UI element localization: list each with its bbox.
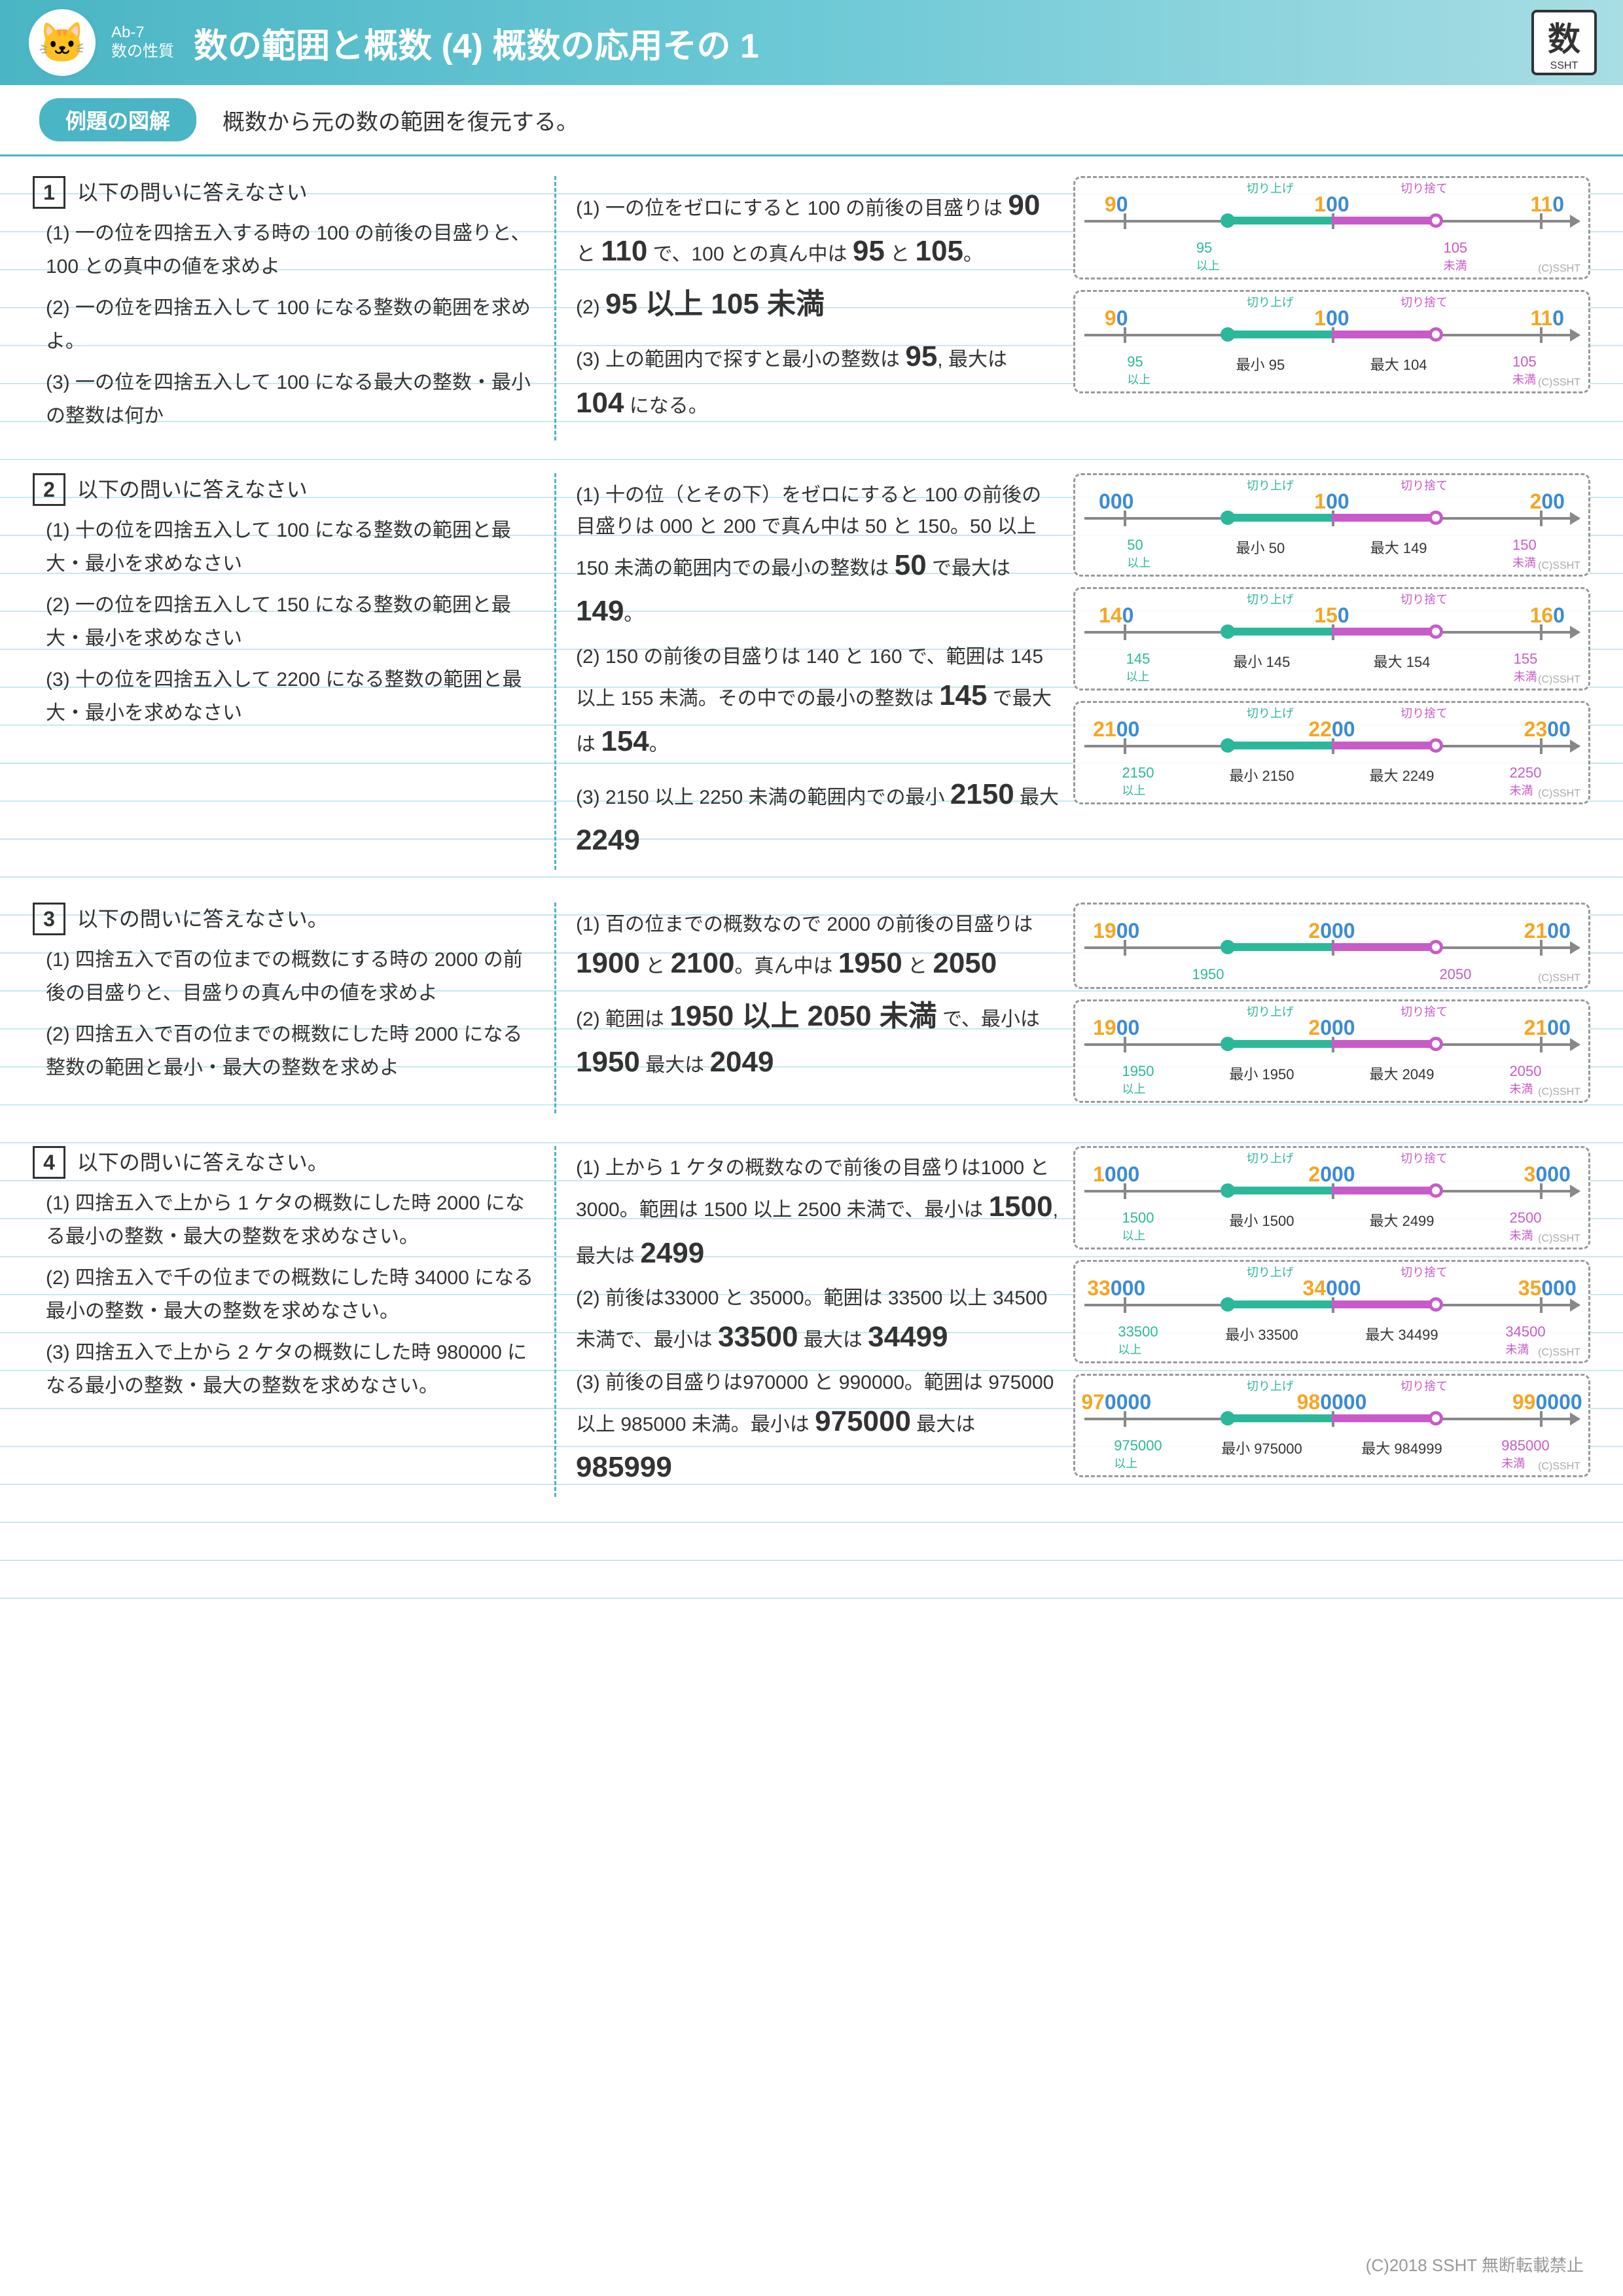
number-line-diagram: 切り上げ 切り捨て 90 100 110 95以上 最小 95最大 104 10… — [1073, 290, 1590, 393]
answer-item: (2) 150 の前後の目盛りは 140 と 160 で、範囲は 145 以上 … — [576, 641, 1060, 765]
answers-column: (1) 一の位をゼロにすると 100 の前後の目盛りは 90 と 110 で、1… — [556, 176, 1590, 440]
section: 1 以下の問いに答えなさい (1) 一の位を四捨五入する時の 100 の前後の目… — [33, 176, 1590, 440]
answers-column: (1) 十の位（とその下）をゼロにすると 100 の前後の目盛りは 000 と … — [556, 473, 1590, 870]
answer-item: (3) 上の範囲内で探すと最小の整数は 95, 最大は 104 になる。 — [576, 334, 1060, 426]
answer-item: (2) 95 以上 105 未満 — [576, 281, 1060, 327]
answers-column: (1) 百の位までの概数なので 2000 の前後の目盛りは 1900 と 210… — [556, 903, 1590, 1113]
section-prompt: 以下の問いに答えなさい — [77, 181, 308, 204]
section: 2 以下の問いに答えなさい (1) 十の位を四捨五入して 100 になる整数の範… — [33, 473, 1590, 870]
subheader-text: 概数から元の数の範囲を復元する。 — [223, 104, 579, 136]
answers-column: (1) 上から 1 ケタの概数なので前後の目盛りは1000 と 3000。範囲は… — [556, 1146, 1590, 1497]
answer-item: (3) 前後の目盛りは970000 と 990000。範囲は 975000 以上… — [576, 1367, 1060, 1491]
diagrams-column: 1900 2000 2100 1950 2050 (C)SSHT 切り上げ 切り… — [1073, 903, 1590, 1113]
section-number: 2 — [33, 473, 65, 506]
answer-item: (1) 十の位（とその下）をゼロにすると 100 の前後の目盛りは 000 と … — [576, 480, 1060, 635]
number-line-diagram: 切り上げ 切り捨て 140 150 160 145以上 最小 145最大 154… — [1073, 587, 1590, 691]
section: 4 以下の問いに答えなさい。 (1) 四捨五入で上から 1 ケタの概数にした時 … — [33, 1146, 1590, 1497]
question-item: (3) 十の位を四捨五入して 2200 になる整数の範囲と最大・最小を求めなさい — [46, 663, 535, 730]
question-item: (1) 四捨五入で百の位までの概数にする時の 2000 の前後の目盛りと、目盛り… — [46, 943, 535, 1010]
footer-copyright: (C)2018 SSHT 無断転載禁止 — [1366, 2252, 1584, 2276]
answer-item: (2) 範囲は 1950 以上 2050 未満 で、最小は 1950 最大は 2… — [576, 994, 1060, 1086]
badge-sub: SSHT — [1550, 60, 1578, 72]
diagrams-column: 切り上げ 切り捨て 90 100 110 95以上 105未満 (C)SSHT … — [1073, 176, 1590, 440]
question-item: (2) 一の位を四捨五入して 150 になる整数の範囲と最大・最小を求めなさい — [46, 588, 535, 655]
badge-kanji: 数 — [1548, 13, 1580, 60]
header: 🐱 Ab-7 数の性質 数の範囲と概数 (4) 概数の応用その 1 数 SSHT — [0, 0, 1623, 85]
mascot-icon: 🐱 — [26, 7, 98, 79]
question-item: (1) 四捨五入で上から 1 ケタの概数にした時 2000 になる最小の整数・最… — [46, 1187, 535, 1253]
number-line-diagram: 切り上げ 切り捨て 33000 34000 35000 33500以上 最小 3… — [1073, 1260, 1590, 1363]
answer-item: (2) 前後は33000 と 35000。範囲は 33500 以上 34500 … — [576, 1283, 1060, 1360]
section-number: 3 — [33, 903, 65, 935]
question-item: (3) 四捨五入で上から 2 ケタの概数にした時 980000 になる最小の整数… — [46, 1336, 535, 1403]
questions-column: 1 以下の問いに答えなさい (1) 一の位を四捨五入する時の 100 の前後の目… — [33, 176, 556, 440]
answer-item: (1) 上から 1 ケタの概数なので前後の目盛りは1000 と 3000。範囲は… — [576, 1153, 1060, 1276]
number-line-diagram: 切り上げ 切り捨て 000 100 200 50以上 最小 50最大 149 1… — [1073, 473, 1590, 577]
section-number: 4 — [33, 1146, 65, 1179]
section-number: 1 — [33, 176, 65, 209]
number-line-diagram: 切り上げ 切り捨て 2100 2200 2300 2150以上 最小 2150最… — [1073, 701, 1590, 804]
number-line-diagram: 1900 2000 2100 1950 2050 (C)SSHT — [1073, 903, 1590, 989]
header-code: Ab-7 — [111, 24, 174, 43]
page: 🐱 Ab-7 数の性質 数の範囲と概数 (4) 概数の応用その 1 数 SSHT… — [0, 0, 1623, 2296]
example-pill: 例題の図解 — [39, 98, 196, 141]
subheader: 例題の図解 概数から元の数の範囲を復元する。 — [0, 85, 1623, 156]
question-item: (2) 四捨五入で千の位までの概数にした時 34000 になる最小の整数・最大の… — [46, 1261, 535, 1328]
answer-item: (1) 百の位までの概数なので 2000 の前後の目盛りは 1900 と 210… — [576, 909, 1060, 986]
header-category: 数の性質 — [111, 43, 174, 62]
answer-item: (1) 一の位をゼロにすると 100 の前後の目盛りは 90 と 110 で、1… — [576, 183, 1060, 275]
questions-column: 3 以下の問いに答えなさい。 (1) 四捨五入で百の位までの概数にする時の 20… — [33, 903, 556, 1113]
answer-item: (3) 2150 以上 2250 未満の範囲内での最小 2150 最大 2249 — [576, 772, 1060, 864]
question-item: (3) 一の位を四捨五入して 100 になる最大の整数・最小の整数は何か — [46, 366, 535, 433]
questions-column: 2 以下の問いに答えなさい (1) 十の位を四捨五入して 100 になる整数の範… — [33, 473, 556, 870]
header-code-block: Ab-7 数の性質 — [111, 24, 174, 62]
header-title: 数の範囲と概数 (4) 概数の応用その 1 — [194, 18, 759, 67]
section: 3 以下の問いに答えなさい。 (1) 四捨五入で百の位までの概数にする時の 20… — [33, 903, 1590, 1113]
question-item: (2) 一の位を四捨五入して 100 になる整数の範囲を求めよ。 — [46, 291, 535, 358]
section-prompt: 以下の問いに答えなさい — [77, 478, 308, 501]
diagrams-column: 切り上げ 切り捨て 000 100 200 50以上 最小 50最大 149 1… — [1073, 473, 1590, 870]
number-line-diagram: 切り上げ 切り捨て 1000 2000 3000 1500以上 最小 1500最… — [1073, 1146, 1590, 1249]
number-line-diagram: 切り上げ 切り捨て 970000 980000 990000 975000以上 … — [1073, 1374, 1590, 1477]
question-item: (1) 一の位を四捨五入する時の 100 の前後の目盛りと、100 との真中の値… — [46, 217, 535, 283]
number-line-diagram: 切り上げ 切り捨て 1900 2000 2100 1950以上 最小 1950最… — [1073, 999, 1590, 1103]
section-prompt: 以下の問いに答えなさい。 — [77, 1151, 329, 1174]
question-item: (2) 四捨五入で百の位までの概数にした時 2000 になる整数の範囲と最小・最… — [46, 1018, 535, 1085]
number-line-diagram: 切り上げ 切り捨て 90 100 110 95以上 105未満 (C)SSHT — [1073, 176, 1590, 279]
content: 1 以下の問いに答えなさい (1) 一の位を四捨五入する時の 100 の前後の目… — [0, 156, 1623, 1608]
subject-badge: 数 SSHT — [1531, 10, 1597, 75]
diagrams-column: 切り上げ 切り捨て 1000 2000 3000 1500以上 最小 1500最… — [1073, 1146, 1590, 1497]
section-prompt: 以下の問いに答えなさい。 — [77, 907, 329, 931]
questions-column: 4 以下の問いに答えなさい。 (1) 四捨五入で上から 1 ケタの概数にした時 … — [33, 1146, 556, 1497]
question-item: (1) 十の位を四捨五入して 100 になる整数の範囲と最大・最小を求めなさい — [46, 514, 535, 581]
